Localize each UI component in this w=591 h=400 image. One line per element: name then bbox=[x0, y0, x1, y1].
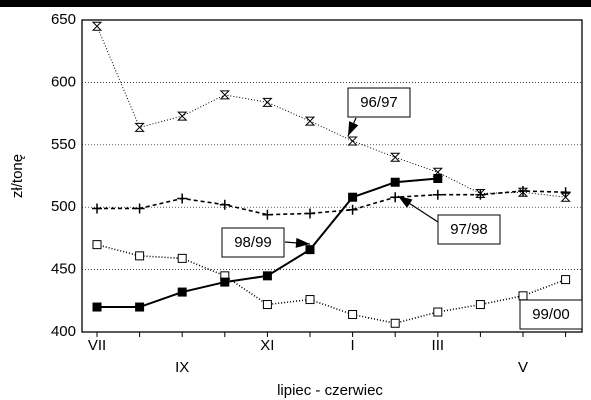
y-tick-label: 500 bbox=[51, 198, 76, 215]
plot-frame bbox=[81, 19, 583, 333]
marker bbox=[433, 173, 443, 183]
x-tick-label: XI bbox=[260, 337, 274, 354]
marker bbox=[348, 310, 358, 320]
marker bbox=[347, 136, 358, 146]
marker bbox=[262, 271, 272, 281]
marker bbox=[305, 208, 315, 219]
marker bbox=[262, 300, 272, 310]
annotation-box bbox=[347, 87, 411, 118]
marker bbox=[262, 97, 273, 107]
annotation-box bbox=[437, 214, 501, 245]
marker bbox=[561, 275, 571, 285]
marker bbox=[91, 21, 103, 31]
top-bar bbox=[0, 0, 591, 7]
marker bbox=[92, 302, 102, 312]
annotation-arrowhead bbox=[348, 121, 359, 136]
marker bbox=[560, 187, 571, 198]
x-tick-label: V bbox=[518, 359, 528, 376]
x-axis-label: lipiec - czerwiec bbox=[277, 382, 383, 399]
annotation-box bbox=[519, 299, 583, 330]
marker bbox=[390, 318, 400, 328]
series-line bbox=[96, 26, 566, 198]
marker bbox=[262, 209, 273, 220]
x-tick-label: VII bbox=[88, 337, 106, 354]
marker bbox=[135, 302, 145, 312]
annotation-arrowhead bbox=[398, 196, 413, 208]
x-tick-label: III bbox=[432, 337, 445, 354]
series-label: 96/97 bbox=[360, 94, 398, 111]
y-tick-label: 650 bbox=[51, 11, 76, 28]
series-label: 98/99 bbox=[234, 234, 272, 251]
marker bbox=[518, 185, 528, 196]
annotation-box bbox=[221, 227, 285, 258]
marker bbox=[305, 245, 315, 255]
marker bbox=[219, 90, 231, 100]
marker bbox=[390, 192, 401, 203]
marker bbox=[176, 111, 188, 121]
marker bbox=[348, 192, 358, 202]
marker bbox=[432, 189, 443, 200]
marker bbox=[177, 193, 188, 204]
x-tick-label: I bbox=[351, 337, 355, 354]
y-axis-label: zł/tonę bbox=[9, 154, 26, 198]
marker bbox=[134, 122, 145, 132]
marker bbox=[220, 277, 230, 287]
marker bbox=[347, 204, 358, 215]
marker bbox=[518, 291, 528, 301]
marker bbox=[304, 116, 316, 126]
y-tick-label: 400 bbox=[51, 323, 76, 340]
marker bbox=[92, 240, 102, 250]
series-label: 99/00 bbox=[532, 306, 570, 323]
marker bbox=[135, 251, 145, 261]
marker bbox=[219, 199, 230, 210]
marker bbox=[433, 307, 443, 317]
marker bbox=[390, 177, 400, 187]
marker bbox=[134, 203, 145, 214]
series-label: 97/98 bbox=[450, 221, 488, 238]
marker bbox=[389, 152, 401, 162]
marker bbox=[305, 295, 315, 305]
marker bbox=[475, 300, 485, 310]
marker bbox=[475, 189, 486, 200]
y-tick-label: 450 bbox=[51, 261, 76, 278]
marker bbox=[92, 203, 102, 214]
series-line bbox=[97, 190, 566, 216]
x-tick-label: IX bbox=[175, 359, 189, 376]
series-line bbox=[96, 243, 566, 325]
marker bbox=[177, 253, 187, 263]
annotation-arrowhead bbox=[295, 237, 310, 248]
y-tick-label: 600 bbox=[51, 73, 76, 90]
y-tick-label: 550 bbox=[51, 136, 76, 153]
marker bbox=[177, 287, 187, 297]
